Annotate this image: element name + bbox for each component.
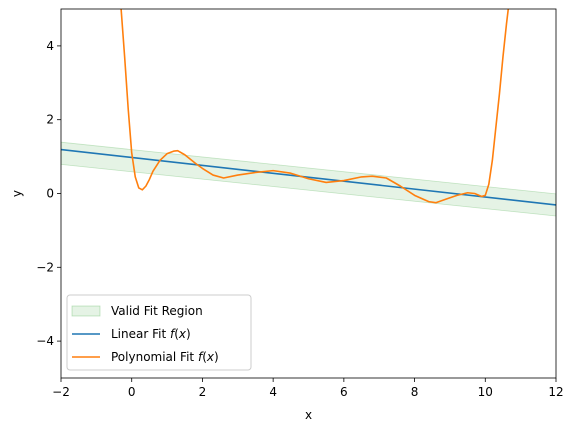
y-tick-label: −4 bbox=[36, 334, 54, 348]
x-tick-label: 2 bbox=[199, 385, 207, 399]
y-axis: −4 −2 0 2 4 bbox=[36, 39, 61, 348]
x-axis-label: x bbox=[305, 408, 312, 422]
x-tick-label: 0 bbox=[128, 385, 136, 399]
y-tick-label: −2 bbox=[36, 260, 54, 274]
legend: Valid Fit Region Linear Fit f(x) Polynomia… bbox=[67, 295, 251, 370]
x-tick-label: 4 bbox=[269, 385, 277, 399]
legend-entry-label: Valid Fit Region bbox=[111, 304, 203, 318]
x-tick-label: 10 bbox=[478, 385, 493, 399]
plot-area bbox=[61, 9, 556, 216]
y-tick-label: 4 bbox=[46, 39, 54, 53]
x-tick-label: 6 bbox=[340, 385, 348, 399]
legend-swatch-band bbox=[72, 306, 100, 316]
x-axis: −2 0 2 4 6 8 10 12 bbox=[52, 378, 563, 399]
x-tick-label: −2 bbox=[52, 385, 70, 399]
legend-entry-label: Linear Fit f(x) bbox=[111, 327, 191, 341]
y-axis-label: y bbox=[10, 190, 24, 197]
y-tick-label: 2 bbox=[46, 113, 54, 127]
x-tick-label: 8 bbox=[411, 385, 419, 399]
legend-entry-label: Polynomial Fit f(x) bbox=[111, 350, 219, 364]
y-tick-label: 0 bbox=[46, 187, 54, 201]
x-tick-label: 12 bbox=[548, 385, 563, 399]
